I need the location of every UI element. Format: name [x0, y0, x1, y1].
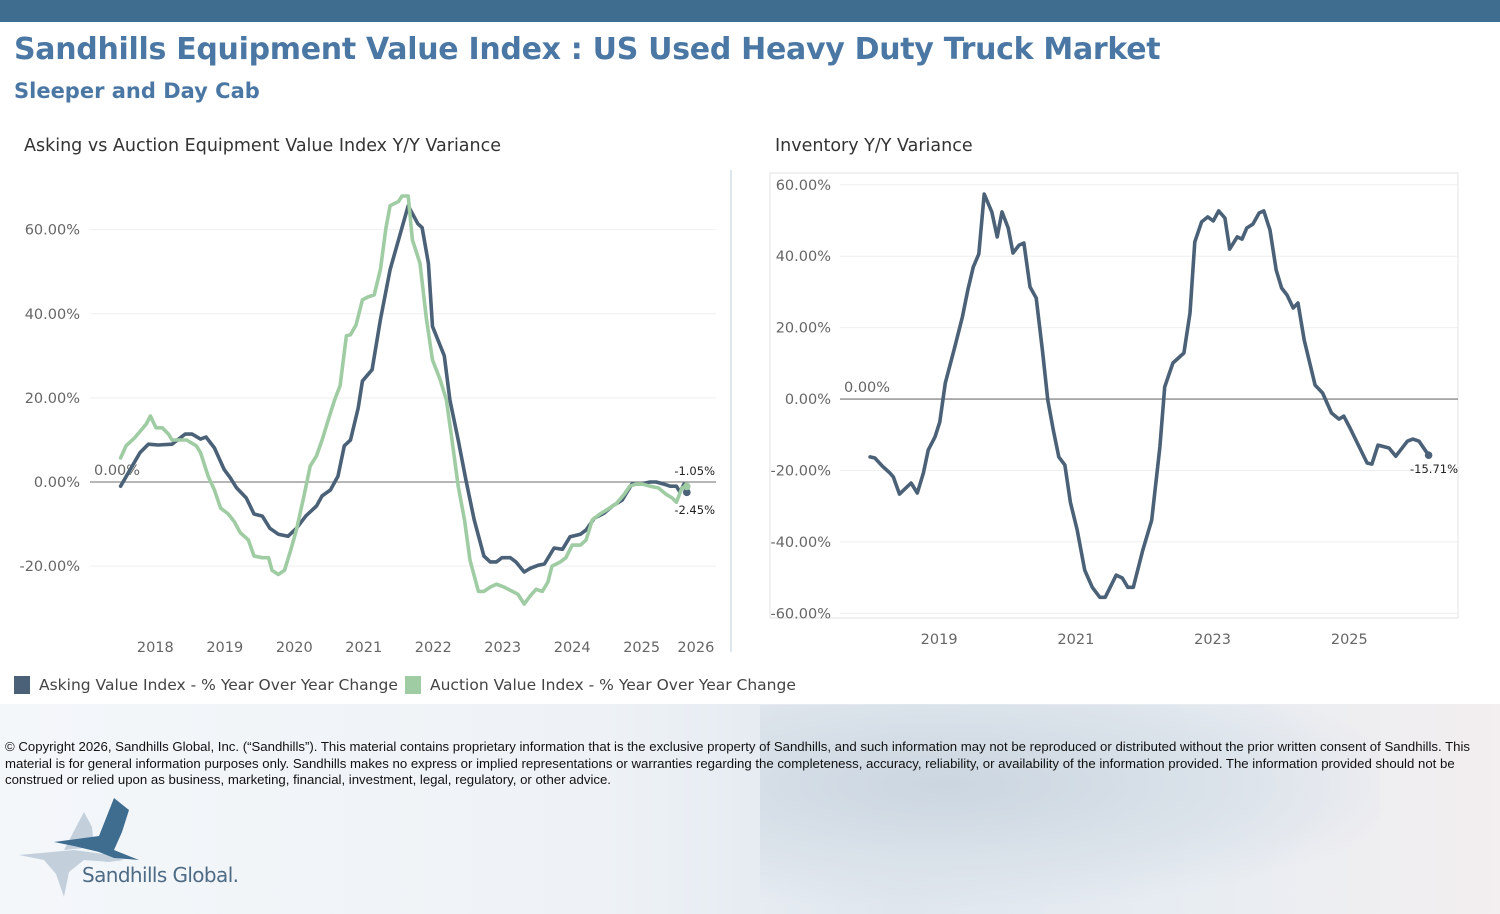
y-tick-label: 0.00% [785, 392, 831, 408]
x-tick-label: 2019 [206, 640, 243, 656]
sandhills-logo [14, 792, 214, 907]
inventory-chart: -60.00% -40.00% -20.00% 0.00% 20.00% 40.00% 60… [769, 172, 1459, 648]
y-tick-label: -20.00% [19, 559, 80, 575]
x-tick-label: 2025 [623, 640, 660, 656]
x-tick-label: 2019 [921, 632, 958, 648]
page-subtitle: Sleeper and Day Cab [14, 79, 260, 103]
legend-label-auction: Auction Value Index - % Year Over Year C… [430, 676, 796, 694]
y-tick-label: -20.00% [770, 464, 831, 480]
end-label-inventory: -15.71% [1410, 462, 1458, 476]
x-tick-label: 2018 [137, 640, 174, 656]
y-tick-label: 60.00% [776, 178, 831, 194]
series-line-auction [118, 194, 689, 606]
x-tick-label: 2021 [1057, 632, 1094, 648]
series-end-marker [683, 488, 691, 497]
y-tick-label: -60.00% [770, 606, 831, 622]
crane-logo-icon [19, 798, 139, 897]
x-tick-label: 2022 [415, 640, 452, 656]
y-tick-label: 20.00% [25, 391, 80, 407]
y-tick-label: 60.00% [25, 223, 80, 239]
series-end-marker [1424, 451, 1433, 459]
x-tick-label: 2026 [677, 640, 714, 656]
y-tick-label: 40.00% [776, 249, 831, 265]
x-tick-label: 2023 [484, 640, 521, 656]
inventory-chart-title: Inventory Y/Y Variance [775, 136, 973, 156]
value-index-chart: -20.00%0.00%20.00%40.00%60.00%0.00%2018 2… [19, 194, 716, 656]
logo-text: Sandhills Global. [82, 863, 239, 887]
legend-label-asking: Asking Value Index - % Year Over Year Ch… [39, 676, 398, 694]
legend-item-auction[interactable]: Auction Value Index - % Year Over Year C… [405, 676, 796, 694]
truck-image [760, 705, 1380, 905]
x-tick-label: 2020 [276, 640, 313, 656]
legend-swatch-auction [405, 676, 421, 694]
legend-item-asking[interactable]: Asking Value Index - % Year Over Year Ch… [14, 676, 398, 694]
x-tick-label: 2021 [345, 640, 382, 656]
x-tick-label: 2025 [1331, 632, 1368, 648]
value-index-chart-title: Asking vs Auction Equipment Value Index … [24, 136, 502, 156]
x-tick-label: 2024 [554, 640, 591, 656]
plot-frame [769, 172, 1459, 619]
y-tick-label: 20.00% [776, 321, 831, 337]
reference-line-label: 0.00% [844, 380, 890, 396]
y-tick-label: 40.00% [25, 307, 80, 323]
series-end-marker [683, 482, 691, 491]
y-tick-label: -40.00% [770, 535, 831, 551]
chart-divider [730, 170, 732, 652]
y-tick-label: 0.00% [34, 475, 80, 491]
series-line-asking [118, 203, 689, 574]
top-bar [0, 0, 1500, 22]
end-label-asking: -2.45% [674, 503, 715, 517]
legend-swatch-asking [14, 676, 30, 694]
series-line-inventory [868, 192, 1431, 600]
x-tick-label: 2023 [1194, 632, 1231, 648]
copyright-text: © Copyright 2026, Sandhills Global, Inc.… [5, 739, 1470, 787]
page-title: Sandhills Equipment Value Index : US Use… [14, 32, 1161, 67]
end-label-auction: -1.05% [674, 464, 715, 478]
